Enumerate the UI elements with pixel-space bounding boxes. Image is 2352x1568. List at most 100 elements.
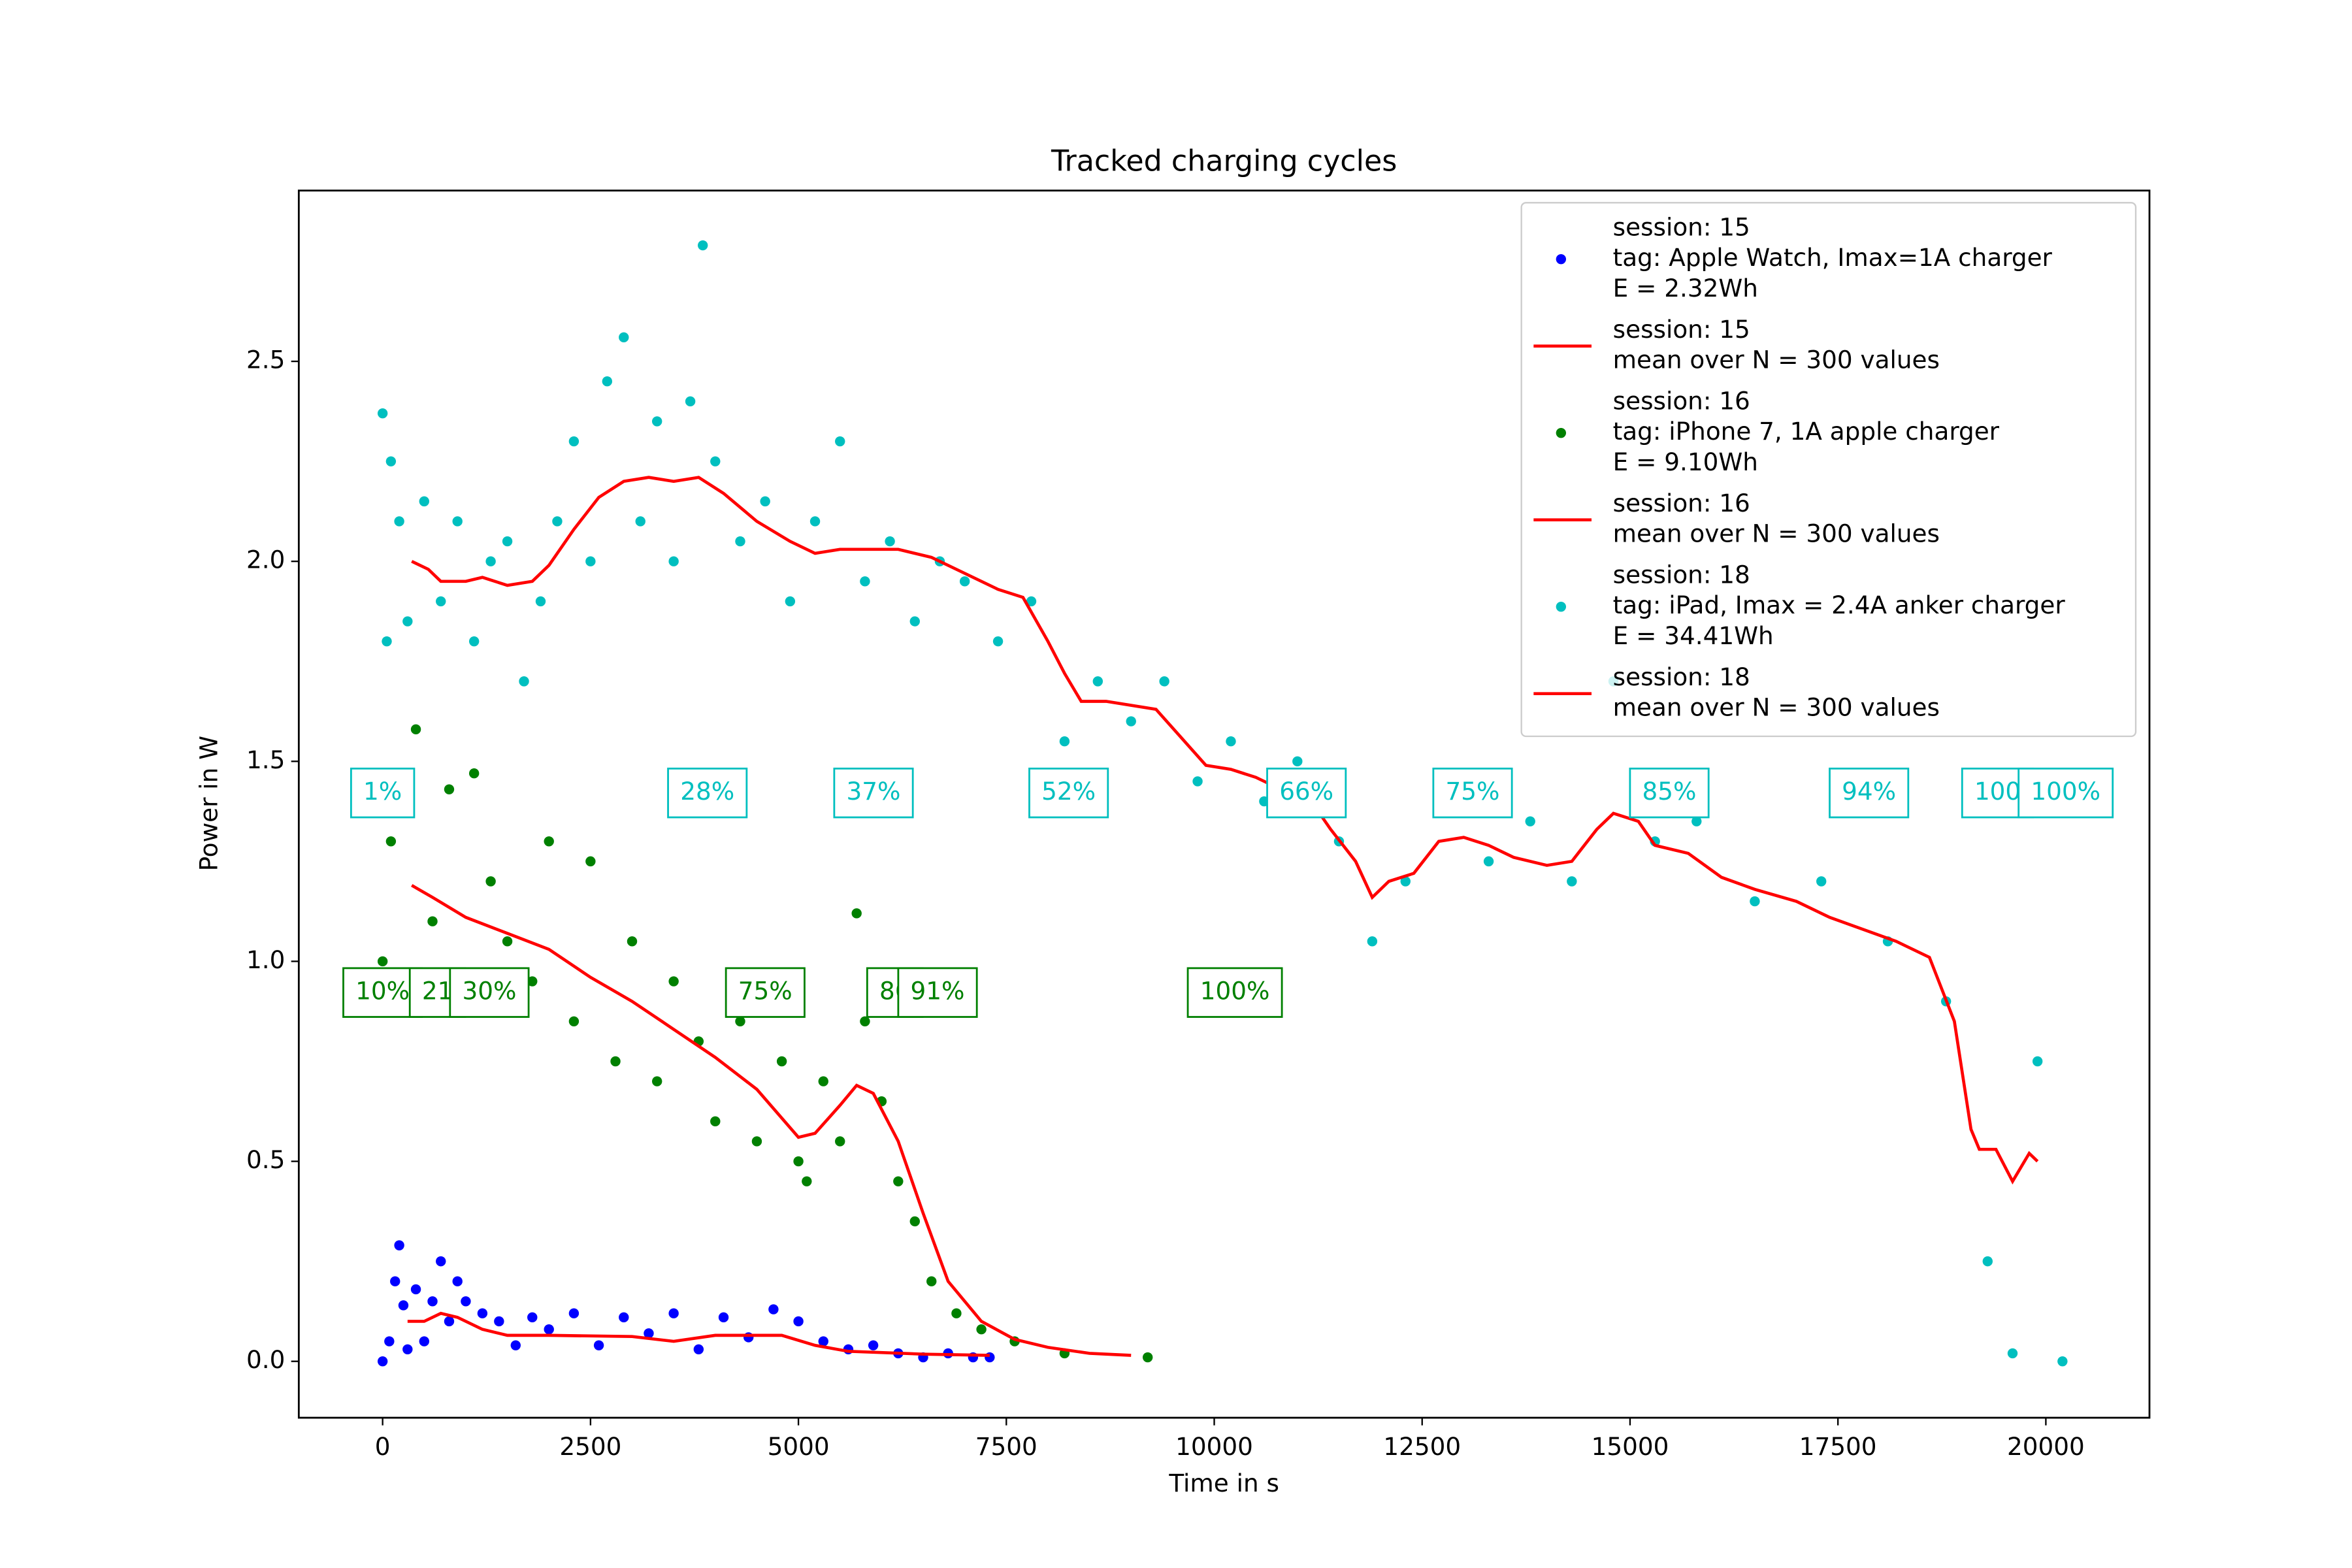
- data-point: [818, 1336, 828, 1347]
- chart-title: Tracked charging cycles: [1051, 145, 1397, 178]
- annotation-box: [897, 967, 978, 1018]
- annotation-label: 85%: [1642, 777, 1697, 806]
- data-point: [735, 1016, 745, 1026]
- annotation: 66%: [1266, 767, 1347, 819]
- annotation: 85%: [1629, 767, 1710, 819]
- annotation-label: 94%: [1842, 777, 1896, 806]
- x-tick-label: 20000: [2007, 1432, 2085, 1461]
- data-point: [1159, 676, 1169, 687]
- data-point: [2007, 1348, 2018, 1359]
- data-point: [751, 1136, 762, 1147]
- y-tick-label: 2.5: [246, 346, 285, 374]
- data-point: [1567, 876, 1577, 887]
- data-point: [835, 1136, 845, 1147]
- data-point: [468, 636, 480, 647]
- legend-marker: [1556, 427, 1567, 438]
- annotation: 100%: [2017, 767, 2114, 819]
- y-tick-label: 1.5: [246, 745, 285, 774]
- data-point: [909, 1216, 920, 1227]
- annotation-box: [1266, 767, 1347, 819]
- annotation-label: 66%: [1279, 777, 1333, 806]
- annotation-label: 75%: [738, 977, 792, 1005]
- mean-line: [411, 476, 2039, 1184]
- data-point: [1483, 856, 1494, 867]
- legend-label: session: 16: [1613, 489, 1750, 517]
- y-tick-label: 1.0: [246, 945, 285, 974]
- data-point: [568, 1016, 580, 1026]
- annotation-box: [1629, 767, 1710, 819]
- data-point: [402, 1344, 413, 1355]
- data-point: [390, 1276, 400, 1286]
- data-point: [868, 1340, 879, 1350]
- annotation-label: 28%: [680, 777, 734, 806]
- annotation: 28%: [667, 767, 748, 819]
- data-point: [959, 576, 970, 587]
- x-axis-label: Time in s: [1168, 1469, 1279, 1497]
- x-tick-label: 15000: [1592, 1432, 1669, 1461]
- data-point: [851, 908, 862, 919]
- data-point: [410, 724, 421, 735]
- annotation-label: 1%: [363, 777, 402, 806]
- data-point: [651, 416, 662, 427]
- data-point: [860, 1016, 870, 1026]
- x-tick-label: 2500: [559, 1432, 621, 1461]
- data-point: [909, 616, 920, 627]
- data-point: [502, 936, 513, 947]
- data-point: [644, 1328, 654, 1339]
- annotation-box: [725, 967, 806, 1018]
- data-point: [1092, 676, 1103, 687]
- data-point: [382, 636, 392, 647]
- data-point: [593, 1340, 604, 1350]
- data-point: [793, 1316, 804, 1327]
- data-point: [398, 1300, 409, 1311]
- legend-label: session: 16: [1613, 387, 1750, 416]
- data-point: [477, 1308, 488, 1318]
- annotation: 91%: [897, 967, 978, 1018]
- data-point: [809, 516, 821, 527]
- mean-line: [411, 884, 1132, 1357]
- data-point: [668, 976, 679, 987]
- data-point: [452, 516, 463, 527]
- annotation-box: [1028, 767, 1109, 819]
- annotation: 37%: [833, 767, 914, 819]
- data-point: [735, 536, 745, 547]
- annotation-box: [1186, 967, 1283, 1018]
- data-point: [419, 496, 429, 507]
- legend-label: mean over N = 300 values: [1613, 346, 1940, 374]
- data-point: [768, 1304, 779, 1315]
- data-point: [527, 1312, 538, 1323]
- data-point: [885, 536, 895, 547]
- legend-label: tag: iPad, Imax = 2.4A anker charger: [1613, 591, 2066, 619]
- x-tick-label: 7500: [975, 1432, 1037, 1461]
- y-tick-label: 0.5: [246, 1145, 285, 1174]
- annotation-label: 100%: [2031, 777, 2100, 806]
- legend-marker: [1556, 253, 1567, 265]
- data-point: [992, 636, 1004, 647]
- legend-label: E = 2.32Wh: [1613, 274, 1758, 302]
- data-point: [668, 1308, 679, 1318]
- data-point: [893, 1176, 904, 1186]
- data-point: [2032, 1056, 2043, 1067]
- data-point: [651, 1076, 662, 1086]
- data-point: [544, 836, 554, 847]
- data-point: [1525, 816, 1535, 826]
- axes-frame: [297, 189, 2151, 1419]
- data-point: [485, 556, 496, 566]
- data-point: [552, 516, 563, 527]
- data-point: [835, 436, 845, 447]
- annotation: 10%: [342, 967, 423, 1018]
- data-point: [1126, 716, 1136, 727]
- legend-label: session: 18: [1613, 662, 1750, 691]
- data-point: [635, 516, 645, 527]
- data-point: [544, 1324, 554, 1335]
- x-tick-label: 17500: [1799, 1432, 1877, 1461]
- data-point: [485, 876, 496, 887]
- data-point: [2057, 1356, 2068, 1367]
- data-point: [685, 396, 696, 407]
- data-point: [693, 1344, 704, 1355]
- data-point: [585, 856, 596, 867]
- legend-label: session: 18: [1613, 561, 1750, 589]
- y-tick-label: 0.0: [246, 1345, 285, 1374]
- data-point: [419, 1336, 429, 1347]
- annotation-box: [2017, 767, 2114, 819]
